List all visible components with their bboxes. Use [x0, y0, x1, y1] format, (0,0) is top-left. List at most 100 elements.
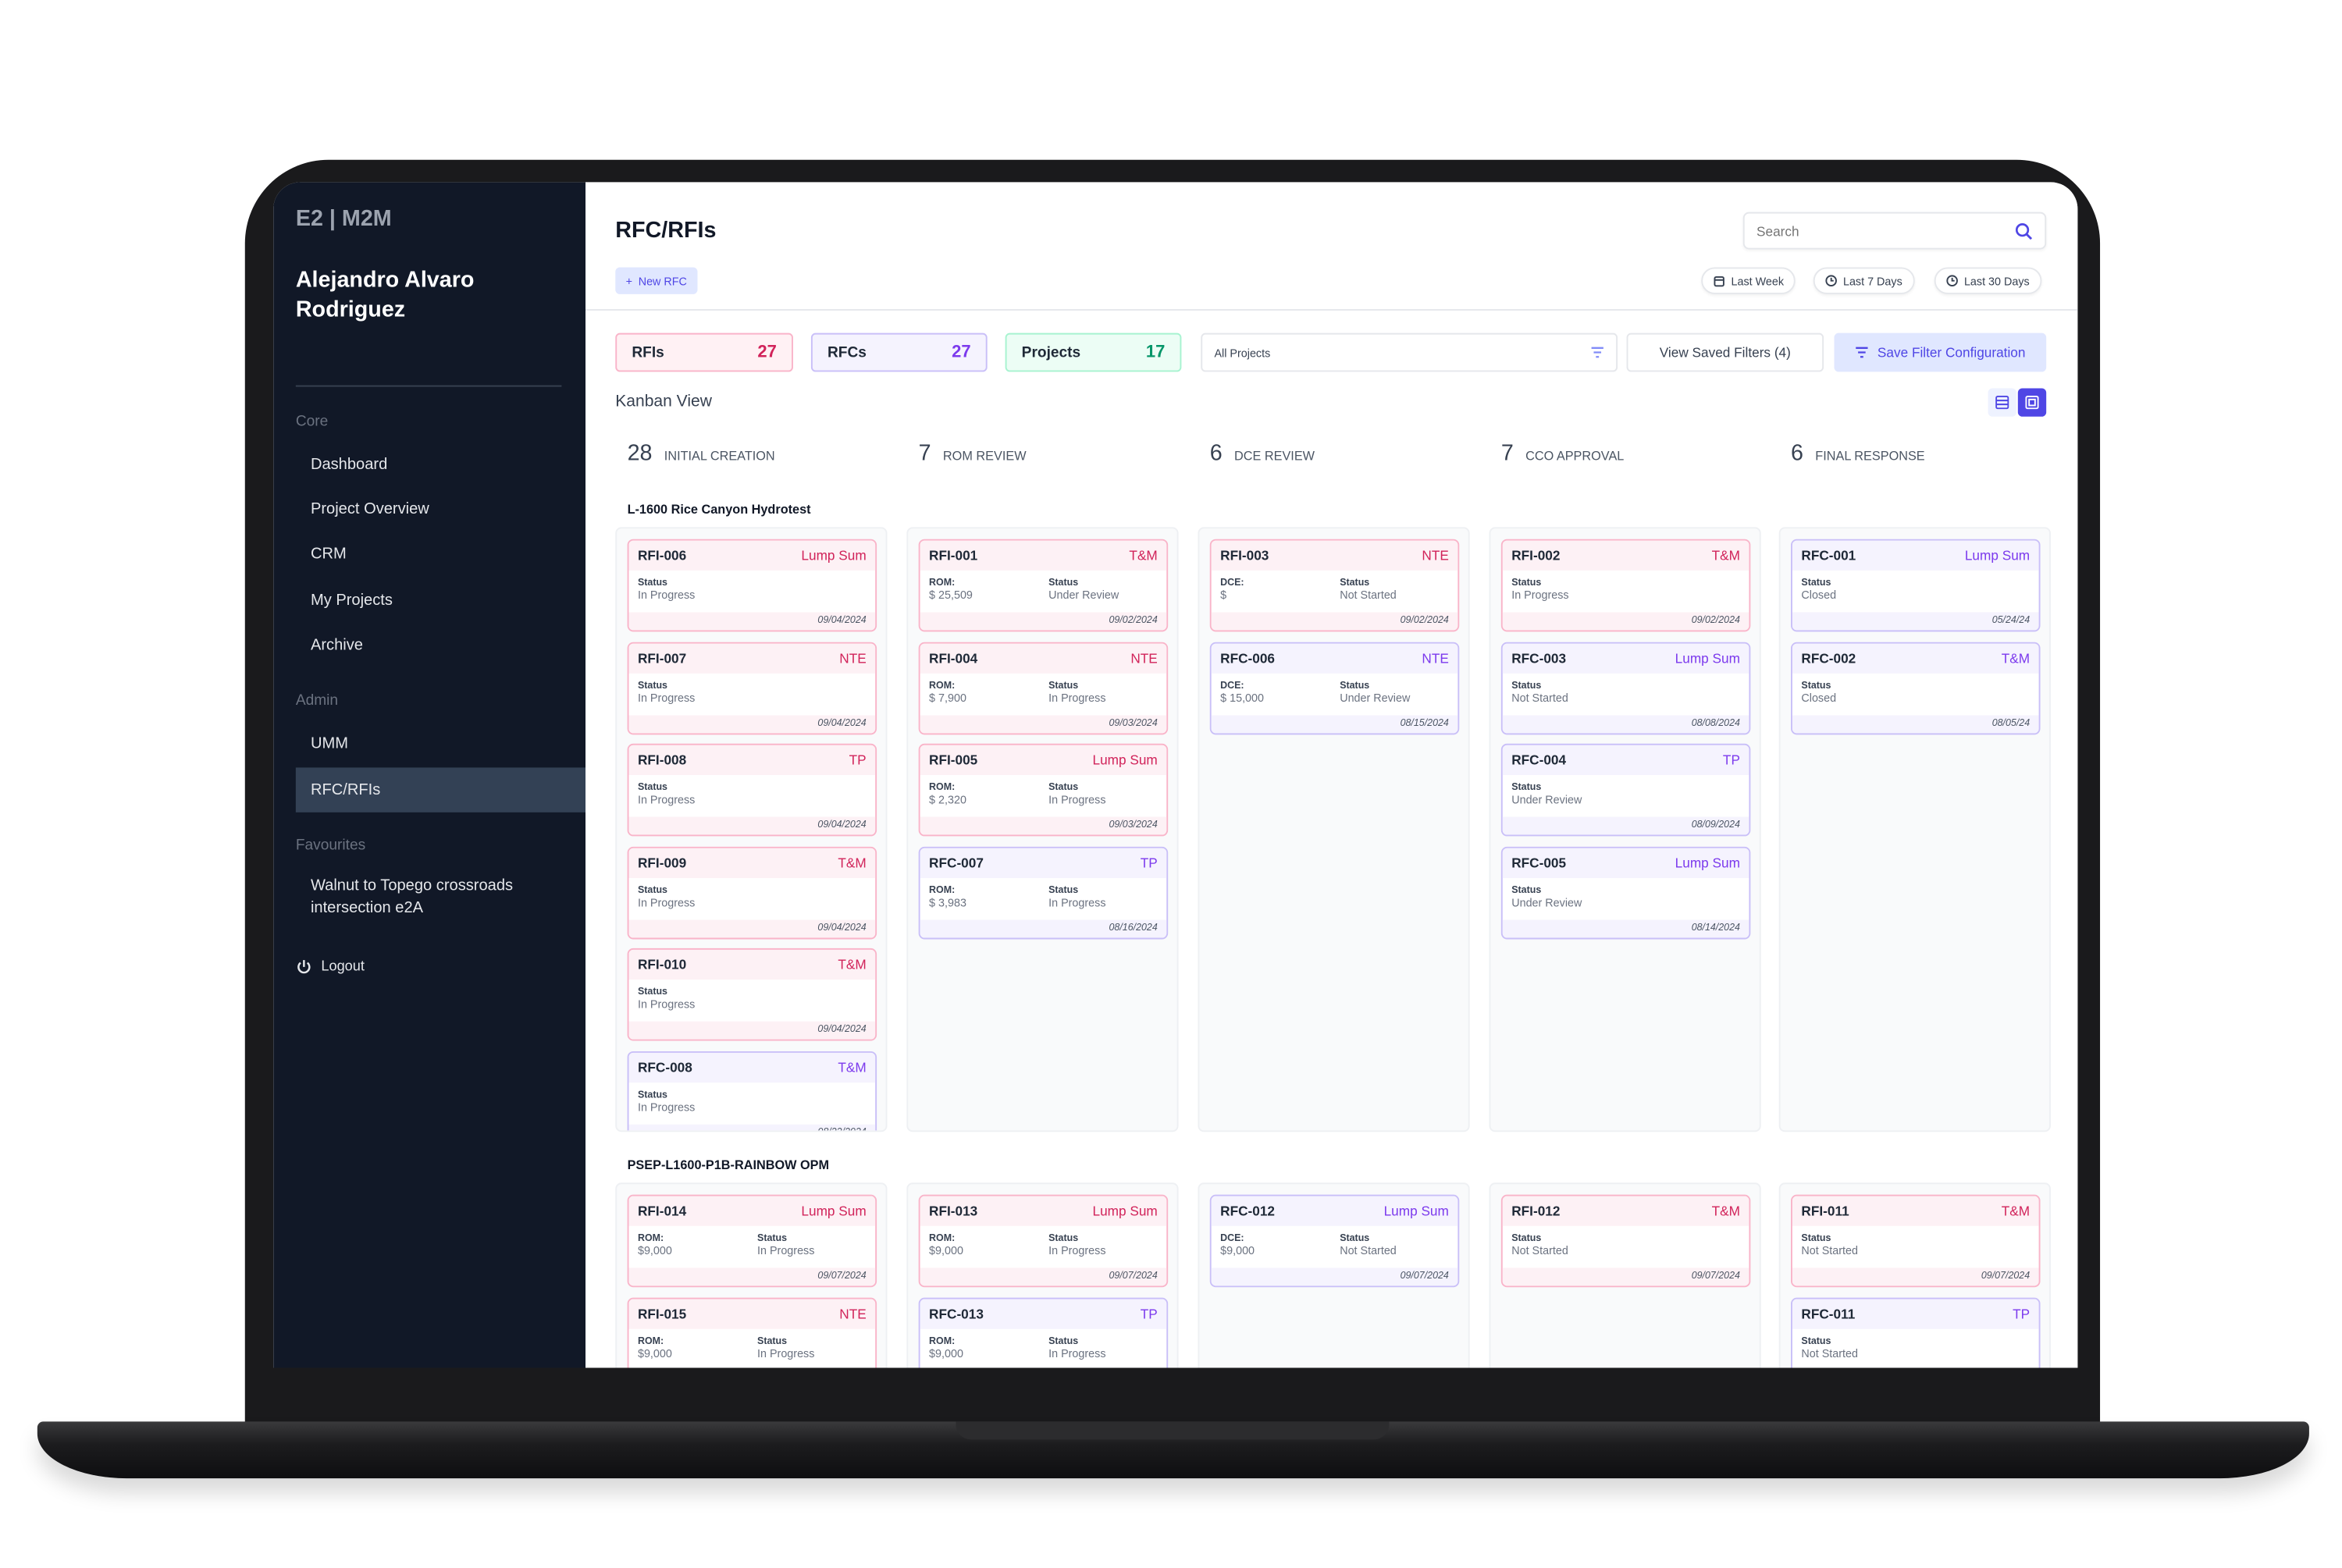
- card-id: RFC-011: [1801, 1306, 1856, 1321]
- kanban-card[interactable]: RFC-005 Lump Sum Status Under Review 08/1…: [1500, 846, 1751, 940]
- kanban-card[interactable]: RFC-011 TP Status Not Started: [1791, 1296, 2041, 1368]
- card-date: 08/14/2024: [1691, 923, 1740, 933]
- card-cost-field: ROM: $ 2,320: [929, 783, 966, 807]
- sidebar-item-archive[interactable]: Archive: [310, 636, 363, 655]
- new-rfc-button[interactable]: + New RFC: [615, 267, 698, 294]
- card-body: ROM: $9,000 Status In Progress: [920, 1226, 1167, 1268]
- card-date: 09/04/2024: [817, 615, 867, 626]
- sidebar-item-rfc-rfis[interactable]: RFC/RFIs: [295, 767, 586, 812]
- card-date: 09/04/2024: [817, 717, 867, 728]
- kanban-card[interactable]: RFI-012 T&M Status Not Started 09/07/2024: [1500, 1194, 1751, 1288]
- kanban-card[interactable]: RFI-011 T&M Status Not Started 09/07/2024: [1791, 1194, 2041, 1288]
- kanban-card[interactable]: RFC-006 NTE DCE: $ 15,000 Status Under Rev…: [1209, 641, 1460, 734]
- sidebar-item-dashboard[interactable]: Dashboard: [310, 455, 388, 474]
- card-cost-field: ROM: $9,000: [638, 1336, 672, 1360]
- kanban-card[interactable]: RFC-007 TP ROM: $ 3,983 Status In Progress…: [918, 846, 1169, 940]
- card-status-field: Status Under Review: [1511, 885, 1582, 909]
- new-rfc-label: New RFC: [638, 274, 687, 288]
- filter-last-30-days[interactable]: Last 30 Days: [1934, 267, 2042, 294]
- card-body: Status Not Started: [1503, 673, 1749, 715]
- card-body: ROM: $9,000 Status In Progress: [628, 1226, 875, 1268]
- clock-icon: [1825, 275, 1837, 286]
- save-filter-config-button[interactable]: Save Filter Configuration: [1834, 332, 2047, 372]
- card-footer: 08/15/2024: [1211, 714, 1458, 733]
- kanban-card[interactable]: RFC-002 T&M Status Closed 08/05/24: [1791, 641, 2041, 734]
- card-footer: 09/04/2024: [628, 714, 876, 733]
- card-id: RFI-008: [637, 752, 687, 768]
- kanban-column: RFI-001 T&M ROM: $ 25,509 Status Under Rev…: [906, 527, 1179, 1132]
- board-icon: [2025, 396, 2039, 410]
- card-id: RFC-013: [929, 1306, 984, 1321]
- column-header: 28 INITIAL CREATION: [628, 440, 775, 466]
- kanban-card[interactable]: RFC-003 Lump Sum Status Not Started 08/08…: [1500, 641, 1751, 734]
- view-saved-filters-button[interactable]: View Saved Filters (4): [1626, 332, 1824, 372]
- kanban-card[interactable]: RFI-013 Lump Sum ROM: $9,000 Status In Pro…: [918, 1194, 1169, 1288]
- kanban-card[interactable]: RFI-007 NTE Status In Progress 09/04/2024: [627, 641, 877, 734]
- stat-count: 17: [1145, 343, 1166, 362]
- status-label: Status: [1511, 578, 1542, 588]
- kanban-card[interactable]: RFC-013 TP ROM: $9,000 Status In Progress: [918, 1296, 1169, 1368]
- plus-icon: +: [625, 274, 633, 288]
- kanban-card[interactable]: RFI-015 NTE ROM: $9,000 Status In Progress: [627, 1296, 877, 1368]
- status-value: In Progress: [637, 793, 696, 807]
- card-date: 09/03/2024: [1109, 717, 1158, 728]
- logout-button[interactable]: Logout: [296, 958, 365, 975]
- kanban-card[interactable]: RFC-004 TP Status Under Review 08/09/2024: [1500, 744, 1751, 837]
- sidebar-item-crm[interactable]: CRM: [310, 545, 347, 564]
- card-footer: 09/04/2024: [628, 816, 876, 835]
- kanban-card[interactable]: RFI-010 T&M Status In Progress 09/04/2024: [627, 948, 877, 1042]
- card-header: RFI-011 T&M: [1792, 1196, 2039, 1226]
- kanban-card[interactable]: RFI-006 Lump Sum Status In Progress 09/04…: [627, 539, 877, 632]
- filter-label: Last Week: [1731, 274, 1785, 288]
- filter-last-7-days[interactable]: Last 7 Days: [1813, 267, 1915, 294]
- search-icon[interactable]: [2015, 222, 2033, 240]
- sidebar-item-my-projects[interactable]: My Projects: [310, 591, 393, 610]
- card-footer: 09/02/2024: [920, 612, 1167, 631]
- stat-rfcs[interactable]: RFCs 27: [810, 332, 988, 372]
- card-id: RFI-010: [637, 958, 687, 973]
- status-value: In Progress: [1048, 793, 1106, 807]
- card-id: RFI-009: [637, 855, 687, 871]
- filter-last-week[interactable]: Last Week: [1701, 267, 1796, 294]
- kanban-card[interactable]: RFI-005 Lump Sum ROM: $ 2,320 Status In Pr…: [918, 744, 1169, 837]
- kanban-card[interactable]: RFC-012 Lump Sum DCE: $9,000 Status Not St…: [1209, 1194, 1460, 1288]
- project-select[interactable]: All Projects: [1201, 332, 1618, 372]
- sidebar-item-umm[interactable]: UMM: [310, 734, 348, 753]
- card-id: RFI-001: [929, 548, 978, 564]
- status-label: Status: [637, 680, 667, 692]
- card-cost-field: ROM: $9,000: [929, 1336, 963, 1360]
- kanban-card[interactable]: RFC-001 Lump Sum Status Closed 05/24/24: [1791, 539, 2041, 632]
- column-count: 6: [1791, 440, 1803, 466]
- card-header: RFC-005 Lump Sum: [1502, 848, 1749, 878]
- status-value: In Progress: [1511, 588, 1569, 603]
- kanban-card[interactable]: RFI-003 NTE DCE: $ Status Not Started 09/0…: [1209, 539, 1460, 632]
- cost-label: ROM:: [929, 578, 956, 588]
- card-body: Status In Progress: [628, 673, 875, 715]
- kanban-card[interactable]: RFI-008 TP Status In Progress 09/04/2024: [627, 744, 877, 837]
- sidebar-item-favourite[interactable]: Walnut to Topego crossroads intersection…: [310, 876, 514, 917]
- stat-rfis[interactable]: RFIs 27: [615, 332, 793, 372]
- card-contract-type: Lump Sum: [1675, 855, 1740, 871]
- stat-label: RFIs: [632, 344, 664, 361]
- search-box[interactable]: [1742, 212, 2047, 250]
- list-view-toggle[interactable]: [1988, 388, 2016, 417]
- kanban-card[interactable]: RFI-009 T&M Status In Progress 09/04/2024: [627, 846, 877, 940]
- column-header: 7 CCO APPROVAL: [1501, 440, 1625, 466]
- kanban-view-toggle[interactable]: [2017, 388, 2047, 417]
- column-label: ROM REVIEW: [942, 447, 1027, 464]
- card-status-field: Status In Progress: [1048, 681, 1105, 705]
- card-contract-type: T&M: [838, 855, 867, 871]
- stat-projects[interactable]: Projects 17: [1005, 332, 1182, 372]
- sidebar-item-project-overview[interactable]: Project Overview: [310, 500, 429, 518]
- search-input[interactable]: [1756, 223, 1996, 239]
- card-contract-type: Lump Sum: [1383, 1204, 1449, 1219]
- kanban-card[interactable]: RFI-014 Lump Sum ROM: $9,000 Status In Pro…: [627, 1194, 877, 1288]
- card-id: RFC-003: [1511, 650, 1567, 666]
- kanban-column: RFI-013 Lump Sum ROM: $9,000 Status In Pro…: [906, 1182, 1179, 1368]
- status-value: Not Started: [1801, 1346, 1858, 1360]
- kanban-card[interactable]: RFI-004 NTE ROM: $ 7,900 Status In Progres…: [918, 641, 1169, 734]
- kanban-card[interactable]: RFI-002 T&M Status In Progress 09/02/2024: [1500, 539, 1751, 632]
- column-header: 6 DCE REVIEW: [1210, 440, 1315, 466]
- kanban-card[interactable]: RFI-001 T&M ROM: $ 25,509 Status Under Rev…: [918, 539, 1169, 632]
